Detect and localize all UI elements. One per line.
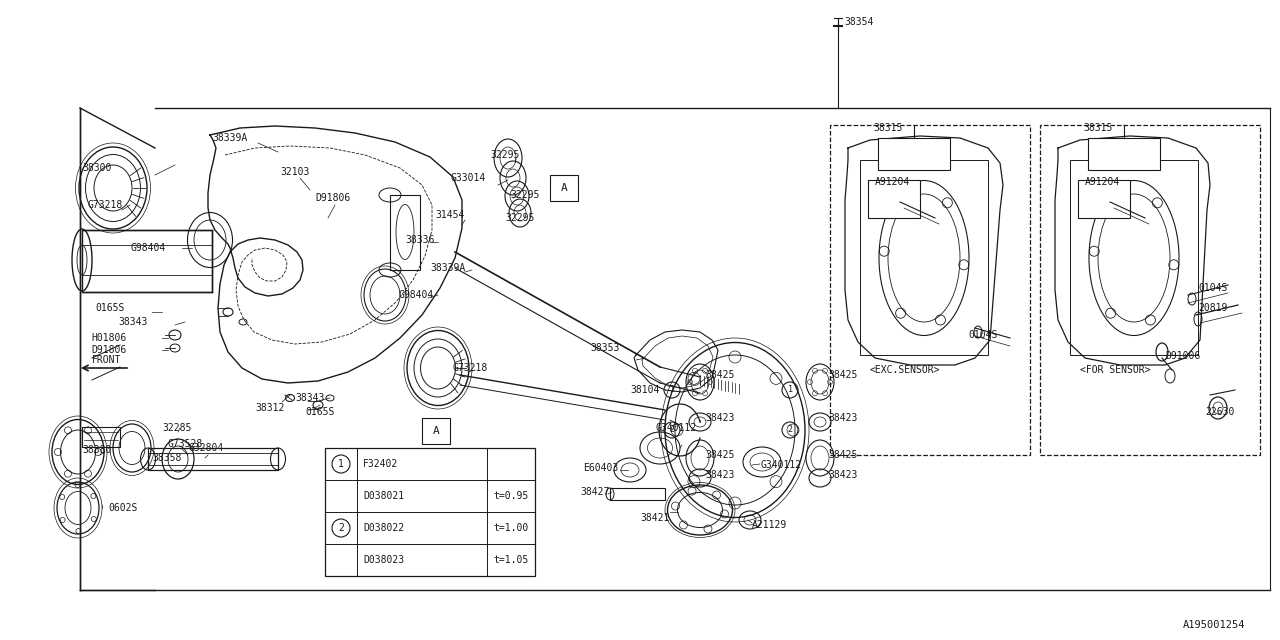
Text: G340112: G340112	[655, 423, 696, 433]
Text: A: A	[433, 426, 439, 436]
Text: G33014: G33014	[451, 173, 485, 183]
Bar	[868, 180, 920, 218]
Text: 38425: 38425	[828, 370, 858, 380]
Text: 0602S: 0602S	[108, 503, 137, 513]
Text: 38336: 38336	[404, 235, 434, 245]
Text: A21129: A21129	[753, 520, 787, 530]
Text: 38423: 38423	[828, 413, 858, 423]
Text: 38421: 38421	[640, 513, 669, 523]
Text: 38339A: 38339A	[212, 133, 247, 143]
Bar	[82, 427, 120, 447]
Text: D91806: D91806	[315, 193, 351, 203]
Text: 20819: 20819	[1198, 303, 1228, 313]
Text: A91204: A91204	[876, 177, 910, 187]
Text: D038021: D038021	[364, 491, 404, 501]
Text: 32295: 32295	[490, 150, 520, 160]
Text: 38104: 38104	[630, 385, 659, 395]
Text: t=0.95: t=0.95	[493, 491, 529, 501]
Bar	[611, 488, 666, 500]
Text: D91806: D91806	[91, 345, 127, 355]
Text: 1: 1	[787, 385, 792, 394]
Text: H01806: H01806	[91, 333, 127, 343]
Text: 38425: 38425	[705, 370, 735, 380]
Text: t=1.05: t=1.05	[493, 555, 529, 565]
Text: t=1.00: t=1.00	[493, 523, 529, 533]
Text: 0165S: 0165S	[95, 303, 124, 313]
Text: G340112: G340112	[760, 460, 801, 470]
Bar	[82, 230, 212, 292]
Bar	[829, 125, 1030, 455]
Text: 32285: 32285	[163, 423, 192, 433]
Text: 38315: 38315	[873, 123, 902, 133]
Text: 2: 2	[787, 426, 792, 435]
Text: 2: 2	[338, 523, 344, 533]
Text: 31454: 31454	[435, 210, 465, 220]
Text: G98404: G98404	[131, 243, 165, 253]
Text: <FOR SENSOR>: <FOR SENSOR>	[1080, 365, 1151, 375]
Bar	[1078, 180, 1130, 218]
Text: 32295: 32295	[509, 190, 539, 200]
Text: A: A	[561, 183, 567, 193]
Bar	[1088, 138, 1160, 170]
Bar	[878, 138, 950, 170]
Text: 0104S: 0104S	[968, 330, 997, 340]
Text: A195001254: A195001254	[1183, 620, 1245, 630]
Text: 38312: 38312	[255, 403, 284, 413]
Text: 0165S: 0165S	[305, 407, 334, 417]
Bar	[325, 448, 535, 576]
Text: D91006: D91006	[1165, 351, 1201, 361]
Text: G73528: G73528	[166, 439, 202, 449]
Text: 38423: 38423	[705, 470, 735, 480]
Text: 22630: 22630	[1204, 407, 1234, 417]
Text: 38315: 38315	[1083, 123, 1112, 133]
Bar	[422, 418, 451, 444]
Text: <EXC.SENSOR>: <EXC.SENSOR>	[870, 365, 941, 375]
Text: 0104S: 0104S	[1198, 283, 1228, 293]
Text: 1: 1	[669, 385, 675, 394]
Text: G32804: G32804	[188, 443, 223, 453]
Bar	[148, 448, 278, 470]
Text: 38358: 38358	[152, 453, 182, 463]
Text: 38354: 38354	[844, 17, 873, 27]
Bar	[1039, 125, 1260, 455]
Text: FRONT: FRONT	[92, 355, 122, 365]
Text: 38343: 38343	[294, 393, 324, 403]
Bar	[390, 195, 420, 270]
Text: G73218: G73218	[87, 200, 123, 210]
Text: 32295: 32295	[506, 213, 534, 223]
Text: E60403: E60403	[582, 463, 618, 473]
Text: 32103: 32103	[280, 167, 310, 177]
Bar	[860, 160, 988, 355]
Text: 38425: 38425	[828, 450, 858, 460]
Text: 38423: 38423	[828, 470, 858, 480]
Text: 38343: 38343	[118, 317, 147, 327]
Text: 38339A: 38339A	[430, 263, 465, 273]
Text: 38425: 38425	[705, 450, 735, 460]
Text: F32402: F32402	[364, 459, 398, 469]
Text: 38380: 38380	[82, 445, 111, 455]
Text: D038022: D038022	[364, 523, 404, 533]
Text: G73218: G73218	[452, 363, 488, 373]
Text: 38427: 38427	[580, 487, 609, 497]
Text: 38300: 38300	[82, 163, 111, 173]
Text: 38423: 38423	[705, 413, 735, 423]
Text: D038023: D038023	[364, 555, 404, 565]
Text: G98404: G98404	[398, 290, 433, 300]
Text: A91204: A91204	[1085, 177, 1120, 187]
Text: 1: 1	[338, 459, 344, 469]
Bar	[550, 175, 579, 201]
Text: 38353: 38353	[590, 343, 620, 353]
Bar	[1070, 160, 1198, 355]
Text: 2: 2	[669, 426, 675, 435]
